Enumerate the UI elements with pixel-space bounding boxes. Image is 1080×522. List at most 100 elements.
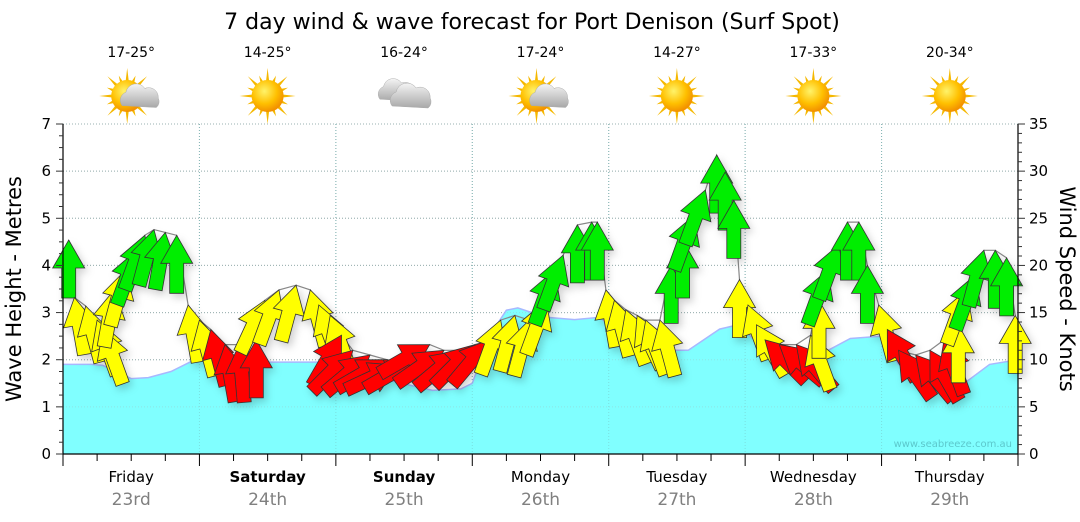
sun-ray (107, 104, 119, 116)
temperature-range: 17-24° (517, 45, 565, 61)
sun-ray (534, 68, 539, 83)
partly-cloudy-icon (99, 68, 160, 124)
sun-ray (135, 104, 147, 116)
chart-title: 7 day wind & wave forecast for Port Deni… (224, 10, 840, 35)
temperature-range: 20-34° (926, 45, 974, 61)
sun-ray (958, 76, 970, 88)
cloud-shape (529, 83, 569, 108)
day-label: Saturday (229, 468, 306, 486)
date-label: 29th (930, 490, 969, 510)
sun-ray (685, 76, 697, 88)
sun-ray (827, 94, 842, 98)
sunny-icon (648, 68, 705, 124)
date-label: 26th (521, 490, 560, 510)
sunny-icon (921, 68, 978, 124)
sun-ray (822, 76, 834, 88)
wind-arrow-yellow (722, 278, 757, 339)
y2-axis-label: Wind Speed - Knots (1055, 186, 1079, 391)
temperature-range: 16-24° (380, 45, 428, 61)
sun-ray (125, 68, 129, 83)
sun-ray (534, 109, 539, 124)
sunny-icon (785, 68, 842, 124)
temperature-range: 17-25° (107, 45, 155, 61)
y-tick-label: 4 (41, 256, 51, 274)
sun-ray (675, 109, 679, 124)
y2-tick-label: 10 (1029, 351, 1048, 369)
sun-ray (930, 104, 942, 116)
sun-ray (265, 68, 270, 83)
sun-ray (545, 104, 557, 116)
sun-ray (793, 104, 805, 116)
wind-arrow-green (850, 264, 885, 324)
y2-tick-label: 35 (1029, 115, 1048, 133)
y2-tick-label: 30 (1029, 162, 1048, 180)
sun-ray (958, 104, 970, 116)
sun-ray (811, 68, 816, 83)
y-tick-label: 2 (41, 351, 51, 369)
sun-ray (657, 76, 669, 88)
y2-tick-label: 20 (1029, 256, 1048, 274)
y2-tick-label: 0 (1029, 445, 1039, 463)
sun-ray (276, 76, 288, 88)
cloudy-icon (378, 78, 432, 109)
wind-arrow-yellow (272, 284, 305, 344)
sun-ray (648, 94, 664, 98)
day-label: Monday (511, 468, 570, 486)
y-tick-label: 0 (41, 445, 51, 463)
cloud (529, 83, 569, 108)
sun-ray (276, 104, 288, 116)
sun-ray (107, 76, 119, 88)
cloud-shape (390, 82, 432, 109)
sun-ray (930, 76, 942, 88)
sun-ray (822, 104, 834, 116)
temperature-range: 14-27° (653, 45, 701, 61)
date-label: 27th (657, 490, 696, 510)
date-label: 28th (794, 490, 833, 510)
y2-tick-label: 15 (1029, 304, 1048, 322)
y2-tick-label: 25 (1029, 209, 1048, 227)
wind-arrow-green (989, 257, 1024, 317)
date-label: 23rd (112, 490, 151, 510)
cloud-shape (120, 83, 160, 108)
sunny-icon (239, 68, 296, 124)
day-label: Thursday (914, 468, 985, 486)
wind-arrow-green (536, 254, 570, 313)
y-tick-label: 6 (41, 162, 51, 180)
sun-ray (516, 76, 528, 88)
y-tick-label: 5 (41, 209, 51, 227)
sun-ray (921, 94, 936, 98)
sun-ray (811, 109, 816, 124)
wind-arrow-yellow (998, 314, 1032, 374)
sun-ray (125, 109, 129, 124)
sun-ray (690, 94, 705, 98)
cloud (390, 82, 432, 109)
sun-ray (516, 104, 528, 116)
sun-ray (247, 104, 259, 116)
y-tick-label: 3 (41, 304, 51, 322)
temperature-range: 17-33° (790, 45, 838, 61)
sun-ray (948, 109, 952, 124)
wind-arrow-green (160, 234, 194, 294)
wind-arrow-red (239, 339, 273, 399)
cloud (120, 83, 160, 108)
y-tick-label: 7 (41, 115, 51, 133)
wind-arrow-green (580, 221, 614, 281)
sun-ray (948, 68, 952, 83)
sun-ray (657, 104, 669, 116)
sun-disc (933, 80, 966, 112)
y-axis-label: Wave Height - Metres (2, 176, 26, 402)
sun-disc (660, 80, 693, 112)
sun-ray (265, 109, 270, 124)
sun-ray (508, 94, 523, 98)
wind-arrow-green (717, 199, 751, 259)
day-label: Wednesday (770, 468, 857, 486)
day-label: Sunday (373, 468, 436, 486)
watermark: www.seabreeze.com.au (894, 439, 1012, 450)
day-label: Tuesday (645, 468, 707, 486)
sun-ray (685, 104, 697, 116)
day-label: Friday (108, 468, 154, 486)
sun-ray (675, 68, 679, 83)
sun-ray (785, 94, 800, 98)
